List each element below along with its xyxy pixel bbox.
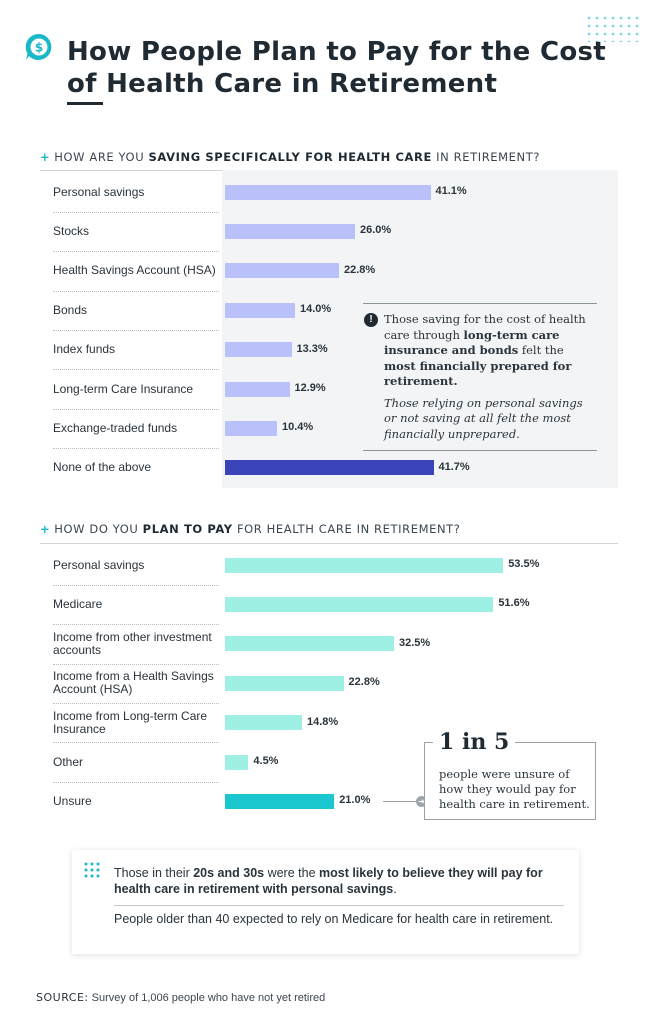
bar-label: Exchange-traded funds — [53, 420, 178, 435]
insight-text: Those in their 20s and 30s were the most… — [114, 866, 543, 896]
callout-stat: 1 in 5 — [433, 729, 516, 755]
bar — [225, 754, 249, 770]
value-label: 14.8% — [306, 715, 339, 728]
plus-icon: + — [40, 522, 51, 536]
value-label: 22.8% — [344, 263, 376, 276]
bar-label: None of the above — [53, 460, 152, 475]
value-label: 10.4% — [282, 421, 314, 434]
row-separator — [53, 329, 219, 331]
row-separator — [53, 290, 219, 292]
value-label: 51.6% — [498, 597, 530, 610]
source-note: SOURCE: Survey of 1,006 people who have … — [36, 991, 326, 1004]
value-label: 13.3% — [296, 342, 328, 355]
bar — [225, 793, 335, 809]
bar-label: Stocks — [53, 223, 90, 238]
bar-label: Income from other investment accounts — [53, 629, 212, 657]
value-label: 26.0% — [360, 224, 392, 237]
row-separator — [53, 781, 219, 783]
note-italic-text: Those relying on personal savings or not… — [384, 395, 583, 441]
row-separator — [53, 251, 219, 253]
value-label: 14.0% — [300, 303, 332, 316]
insight-box: Those in their 20s and 30s were the most… — [72, 850, 579, 954]
bar — [225, 263, 339, 279]
row-separator — [53, 408, 219, 410]
bar-label: Medicare — [53, 596, 103, 611]
row-separator — [53, 369, 219, 371]
row-separator — [53, 448, 219, 450]
bar-label: Personal savings — [53, 557, 145, 572]
bar — [225, 715, 302, 731]
chart1-panel — [222, 170, 618, 488]
bar-label: Health Savings Account (HSA) — [53, 263, 216, 278]
row-separator — [53, 663, 219, 665]
chart1-title: + HOW ARE YOU SAVING SPECIFICALLY FOR HEA… — [40, 150, 541, 164]
bar — [225, 223, 355, 239]
row-separator — [53, 702, 219, 704]
value-label: 21.0% — [339, 794, 371, 807]
value-label: 53.5% — [508, 558, 540, 570]
value-label: 22.8% — [348, 676, 380, 689]
page-title: How People Plan to Pay for the Cost of H… — [67, 37, 606, 99]
arrow-right-icon: ➜ — [416, 796, 427, 807]
bar — [225, 184, 431, 200]
note-text: Those saving for the cost of health care… — [384, 312, 586, 388]
dollar-chat-icon: $ — [25, 33, 52, 60]
title-underline — [67, 102, 103, 105]
row-separator — [53, 211, 219, 213]
plus-icon: + — [40, 150, 51, 164]
note-prepared: ! Those saving for the cost of health ca… — [363, 303, 597, 451]
bar-label: Personal savings — [53, 184, 145, 199]
callout-connector — [383, 801, 419, 802]
decorative-dots — [585, 14, 641, 42]
insight-text-medicare: People older than 40 expected to rely on… — [114, 912, 554, 926]
value-label: 41.7% — [438, 460, 470, 473]
callout-unsure: 1 in 5 people were unsure of how they wo… — [424, 729, 596, 820]
bar-label: Bonds — [53, 302, 88, 317]
chart2-title: + HOW DO YOU PLAN TO PAY FOR HEALTH CARE … — [40, 522, 461, 536]
svg-text:$: $ — [35, 41, 43, 55]
bar-label: Index funds — [53, 342, 116, 357]
dots-icon — [83, 861, 101, 879]
bar — [225, 302, 295, 318]
callout-text: people were unsure of how they would pay… — [439, 767, 590, 811]
bar-label: Unsure — [53, 793, 92, 808]
bar — [225, 675, 344, 691]
bar-label: Income from Long-term Care Insurance — [53, 708, 208, 736]
bar — [225, 636, 394, 652]
bar — [225, 420, 277, 436]
bar — [225, 460, 434, 476]
row-separator — [53, 584, 219, 586]
row-separator — [53, 624, 219, 626]
bar — [225, 557, 504, 573]
value-label: 12.9% — [294, 382, 326, 394]
value-label: 32.5% — [399, 636, 431, 649]
value-label: 41.1% — [435, 185, 467, 197]
bar — [225, 381, 290, 397]
bar-label: Other — [53, 754, 84, 769]
bar — [225, 596, 494, 612]
insight-divider — [114, 905, 564, 906]
bar-label: Income from a Health Savings Account (HS… — [53, 669, 214, 697]
chart2-divider — [40, 543, 618, 544]
bar-label: Long-term Care Insurance — [53, 381, 194, 396]
exclamation-icon: ! — [364, 313, 378, 327]
bar — [225, 342, 292, 358]
value-label: 4.5% — [253, 755, 279, 767]
row-separator — [53, 742, 219, 744]
